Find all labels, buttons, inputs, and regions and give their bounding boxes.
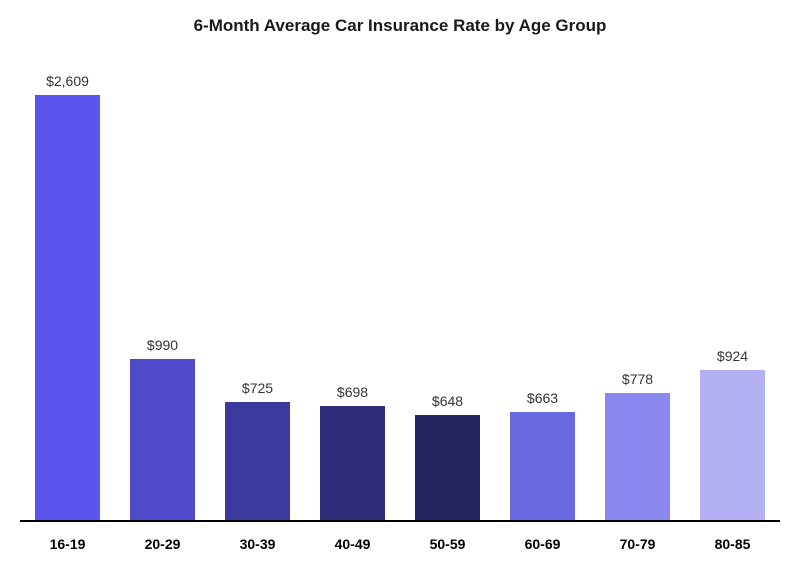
bar-value-label: $725 [242,380,273,396]
chart-title: 6-Month Average Car Insurance Rate by Ag… [0,16,800,36]
bar-value-label: $990 [147,337,178,353]
bar-value-label: $663 [527,390,558,406]
x-axis-label: 50-59 [400,536,495,552]
bar-slot: $924 [685,56,780,520]
bar-slot: $698 [305,56,400,520]
bar-slot: $725 [210,56,305,520]
bar-rect [700,370,765,520]
bar-rect [415,415,480,520]
x-axis-label: 16-19 [20,536,115,552]
bar-rect [130,359,195,520]
bar-value-label: $648 [432,393,463,409]
plot-area: $2,609 $990 $725 $698 $648 $663 $778 $924 [20,56,780,522]
bar-rect [510,412,575,520]
bar-slot: $2,609 [20,56,115,520]
x-axis-label: 60-69 [495,536,590,552]
bar-slot: $648 [400,56,495,520]
bar-slot: $663 [495,56,590,520]
bar-rect [320,406,385,520]
bar-slot: $778 [590,56,685,520]
bar-rect [225,402,290,520]
x-axis-label: 20-29 [115,536,210,552]
bar-value-label: $698 [337,384,368,400]
x-axis-label: 30-39 [210,536,305,552]
bar-rect [35,95,100,520]
x-axis-labels: 16-1920-2930-3940-4950-5960-6970-7980-85 [20,524,780,564]
x-axis-label: 80-85 [685,536,780,552]
bars-container: $2,609 $990 $725 $698 $648 $663 $778 $924 [20,56,780,522]
x-axis-label: 70-79 [590,536,685,552]
bar-value-label: $778 [622,371,653,387]
bar-rect [605,393,670,520]
insurance-rate-chart: 6-Month Average Car Insurance Rate by Ag… [0,0,800,564]
x-axis-label: 40-49 [305,536,400,552]
bar-slot: $990 [115,56,210,520]
bar-value-label: $924 [717,348,748,364]
bar-value-label: $2,609 [46,73,89,89]
